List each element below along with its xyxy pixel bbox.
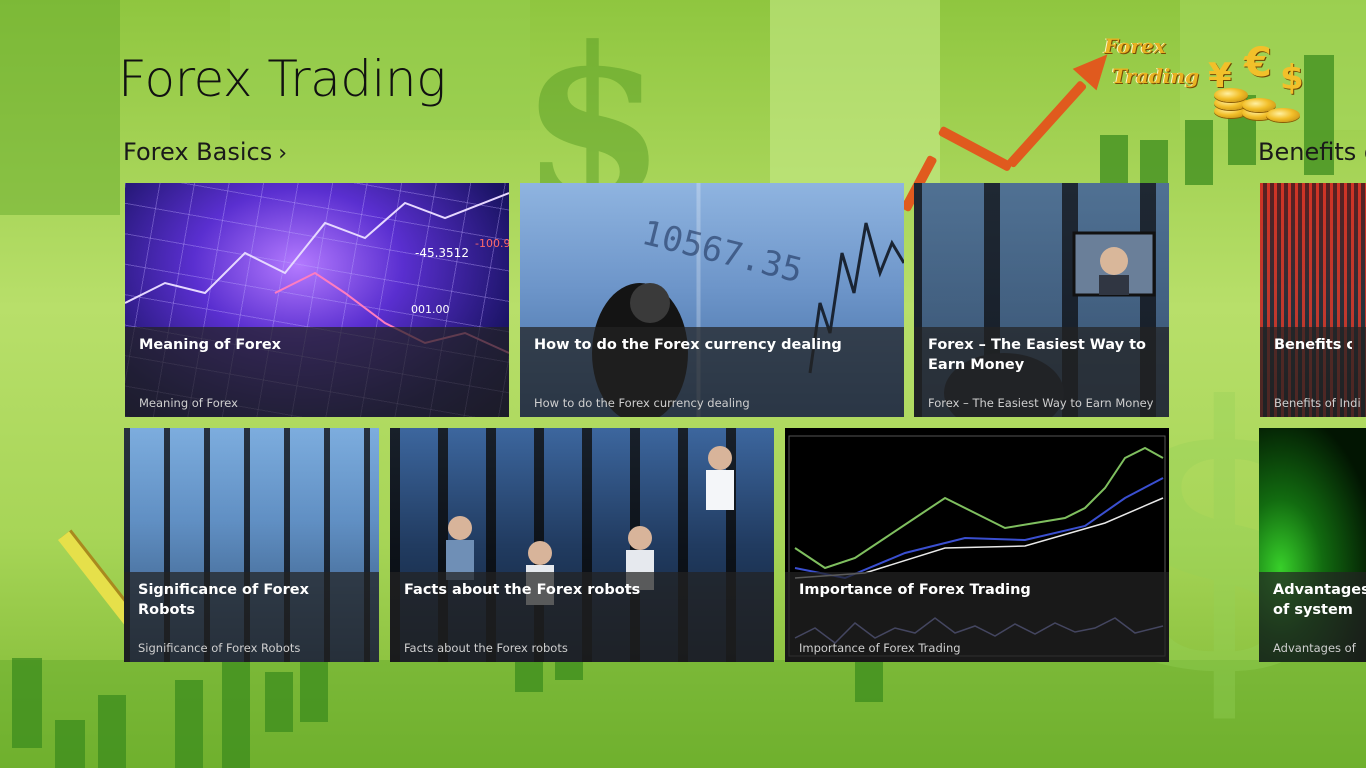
tile-advantages-of-system[interactable]: Advantages of system Advantages of Fo: [1259, 428, 1366, 662]
tile-caption-overlay: How to do the Forex currency dealing How…: [520, 327, 904, 417]
tile-title: Advantages of system: [1273, 582, 1366, 618]
section-header-label: Forex Basics: [123, 138, 273, 166]
coin-icon: [1242, 98, 1276, 112]
tile-significance-of-forex-robots[interactable]: Significance of Forex Robots Significanc…: [124, 428, 379, 662]
tile-title: Facts about the Forex robots: [404, 582, 641, 598]
section-header-forex-basics[interactable]: Forex Basics ›: [123, 138, 287, 166]
tile-importance-of-forex-trading[interactable]: Importance of Forex Trading Importance o…: [785, 428, 1169, 662]
chart-bar-decoration: [222, 662, 250, 768]
chart-bar-decoration: [1304, 55, 1334, 175]
tile-caption-overlay: Importance of Forex Trading Importance o…: [785, 572, 1169, 662]
chart-bar-decoration: [55, 720, 85, 768]
ticker-value: -45.3512: [415, 246, 469, 260]
logo-text-line-1: Forex: [1104, 34, 1166, 58]
forex-trading-logo: Forex Trading ¥ € $: [1100, 34, 1310, 126]
tile-caption-overlay: Facts about the Forex robots Facts about…: [390, 572, 774, 662]
chart-bar-decoration: [98, 695, 126, 768]
tile-subtitle: Importance of Forex Trading: [799, 641, 961, 655]
background-block: [770, 0, 940, 200]
chart-bar-decoration: [1100, 135, 1128, 185]
chart-bar-decoration: [1140, 140, 1168, 185]
section-header-label: Benefits o: [1258, 138, 1366, 166]
ticker-value: 10567.35: [638, 213, 807, 291]
ticker-value: 001.00: [411, 303, 450, 316]
tile-caption-overlay: Forex – The Easiest Way to Earn Money Fo…: [914, 327, 1169, 417]
section-header-benefits[interactable]: Benefits o: [1258, 138, 1366, 166]
chart-bar-decoration: [1185, 120, 1213, 185]
dollar-symbol: $: [1280, 58, 1304, 98]
coin-icon: [1266, 108, 1300, 122]
euro-symbol: €: [1244, 40, 1272, 86]
tile-title: Significance of Forex Robots: [138, 582, 309, 618]
tile-title: Importance of Forex Trading: [799, 582, 1031, 598]
chart-bar-decoration: [855, 662, 883, 702]
tile-subtitle: How to do the Forex currency dealing: [534, 396, 750, 410]
chart-bar-decoration: [265, 672, 293, 732]
chart-bar-decoration: [555, 662, 583, 680]
tile-easiest-way-to-earn[interactable]: Forex – The Easiest Way to Earn Money Fo…: [914, 183, 1169, 417]
tile-title: Meaning of Forex: [139, 337, 282, 353]
yen-symbol: ¥: [1208, 56, 1232, 96]
tile-subtitle: Meaning of Forex: [139, 396, 238, 410]
tile-meaning-of-forex[interactable]: -45.3512 -100.9 001.00 Meaning of Forex …: [125, 183, 509, 417]
chart-bar-decoration: [515, 662, 543, 692]
tile-title: Benefits of Inc: [1274, 337, 1352, 353]
page-title: Forex Trading: [118, 50, 446, 108]
chart-bar-decoration: [300, 662, 328, 722]
tile-title: How to do the Forex currency dealing: [534, 337, 842, 353]
background-block: [230, 0, 530, 130]
coin-stack-icon: ¥ € $: [1208, 40, 1304, 124]
tile-caption-overlay: Meaning of Forex Meaning of Forex: [125, 327, 509, 417]
tile-subtitle: Significance of Forex Robots: [138, 641, 301, 655]
tile-facts-about-forex-robots[interactable]: Facts about the Forex robots Facts about…: [390, 428, 774, 662]
tile-subtitle: Advantages of Fo: [1273, 641, 1360, 655]
chart-bar-decoration: [12, 658, 42, 748]
chart-bar-decoration: [175, 680, 203, 768]
tile-title: Forex – The Easiest Way to Earn Money: [928, 337, 1147, 373]
tile-subtitle: Facts about the Forex robots: [404, 641, 568, 655]
tile-caption-overlay: Advantages of system Advantages of Fo: [1259, 572, 1366, 662]
tile-caption-overlay: Significance of Forex Robots Significanc…: [124, 572, 379, 662]
coin-icon: [1214, 88, 1248, 102]
tile-subtitle: Forex – The Easiest Way to Earn Money: [928, 396, 1154, 410]
tile-subtitle: Benefits of Indica: [1274, 396, 1360, 410]
ticker-value: -100.9: [475, 237, 509, 250]
tile-how-to-do-forex-dealing[interactable]: 10567.35 How to do the Forex currency de…: [520, 183, 904, 417]
logo-text-line-2: Trading: [1112, 64, 1200, 88]
tile-caption-overlay: Benefits of Inc Benefits of Indica: [1260, 327, 1366, 417]
chevron-right-icon: ›: [278, 141, 288, 166]
tile-benefits-of-indicators[interactable]: Benefits of Inc Benefits of Indica: [1260, 183, 1366, 417]
background-block: [0, 0, 120, 215]
